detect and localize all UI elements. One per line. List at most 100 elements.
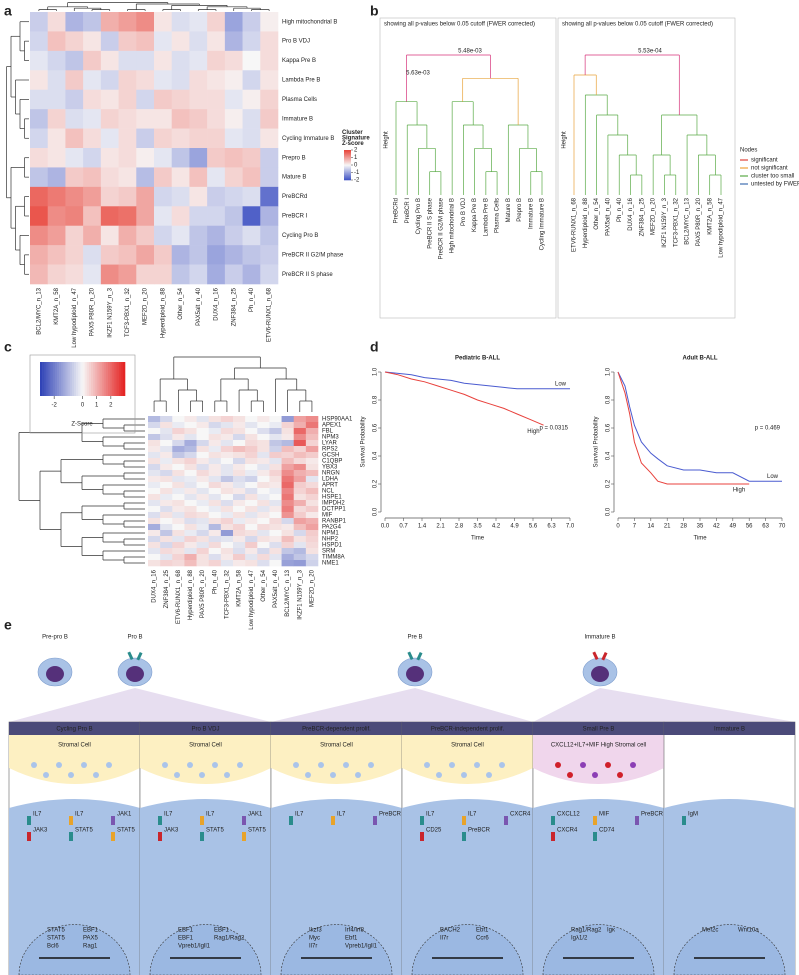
heatmap-cell [65, 31, 84, 52]
heatmap-cell [30, 128, 49, 149]
y-tick-label: 0.0 [606, 507, 612, 516]
heatmap-cell [260, 89, 279, 110]
heatmap-cell [184, 458, 197, 465]
heatmap-cell [233, 464, 246, 471]
x-tick-label: 21 [664, 524, 671, 530]
stroma-dot [499, 762, 505, 768]
heatmap-cell [305, 518, 319, 525]
heatmap-cell [269, 548, 282, 555]
heatmap-cell [269, 524, 282, 531]
heatmap-cell [118, 186, 137, 207]
row-label: Mature B [282, 175, 306, 181]
panel-header-label: Pro B VDJ [191, 727, 219, 733]
leaf-label: PreBCR II S phase [427, 197, 433, 248]
heatmap-cell [171, 225, 190, 246]
heatmap-cell [208, 560, 222, 567]
heatmap-cell [136, 186, 155, 207]
heatmap-cell [220, 506, 234, 513]
heatmap-cell [224, 167, 243, 188]
heatmap-cell [281, 542, 295, 549]
heatmap-cell [160, 440, 173, 447]
row-label: LDHA [322, 477, 338, 483]
heatmap-cell [65, 70, 84, 91]
colorbar-step [82, 362, 85, 396]
stroma-dot [237, 762, 243, 768]
heatmap-cell [224, 89, 243, 110]
heatmap-cell [242, 109, 261, 129]
receptor [242, 816, 246, 825]
heatmap-cell [47, 225, 66, 246]
stroma-dot [56, 762, 62, 768]
heatmap-cell [220, 500, 234, 507]
survival-curve [617, 371, 782, 482]
heatmap-cell [160, 458, 173, 465]
heatmap-cell [118, 31, 137, 52]
colorbar-step [54, 362, 58, 396]
colorbar-step [344, 156, 351, 158]
column-label: TCF3-PBX1_n_32 [225, 569, 231, 619]
stage-label: Pre-pro B [42, 635, 68, 641]
heatmap-cell [154, 12, 173, 32]
column-label: Other_n_54 [178, 287, 184, 319]
x-tick-label: 28 [680, 524, 687, 530]
panel-label: c [4, 339, 12, 355]
heatmap-cell [184, 530, 197, 537]
heatmap-cell [224, 109, 243, 129]
heatmap-cell [154, 245, 173, 265]
leaf-label: Mature B [506, 198, 512, 222]
heatmap-cell [224, 148, 243, 168]
heatmap-cell [233, 512, 246, 519]
heatmap-cell [172, 512, 185, 519]
heatmap-cell [220, 554, 234, 561]
x-tick-label: 35 [697, 524, 704, 530]
heatmap-cell [184, 482, 197, 489]
heatmap-cell [154, 148, 173, 168]
row-label: Plasma Cells [282, 97, 317, 103]
heatmap-cell [196, 548, 210, 555]
colorbar-step [67, 362, 71, 396]
heatmap-cell [257, 518, 270, 525]
colorbar-step [108, 362, 111, 396]
heatmap-cell [305, 482, 319, 489]
leaf-label: PAX5alt_n_40 [606, 197, 612, 236]
row-label: PreBCR I [282, 214, 308, 220]
heatmap-cell [242, 225, 261, 246]
y-tick-label: 0.4 [373, 451, 379, 460]
heatmap-cell [100, 245, 119, 265]
heatmap-cell [172, 440, 185, 447]
heatmap-cell [281, 470, 295, 477]
stroma-dot [174, 772, 180, 778]
x-tick-label: 4.2 [492, 524, 501, 530]
heatmap-cell [281, 476, 295, 483]
heatmap-cell [154, 264, 173, 285]
heatmap-cell [260, 186, 279, 207]
heatmap-cell [65, 128, 84, 149]
stroma-dot [449, 762, 455, 768]
heatmap-cell [233, 482, 246, 489]
colorbar-step [344, 154, 351, 156]
heatmap-cell [196, 476, 210, 483]
colorbar-step [105, 362, 109, 396]
stroma-dot [630, 762, 636, 768]
colorbar-tick-label: 2 [354, 148, 358, 154]
panel-header [402, 722, 533, 735]
heatmap-cell [245, 548, 258, 555]
heatmap-cell [224, 31, 243, 52]
leaf-label: Immature B [528, 198, 534, 229]
leaf-label: PAX5 P80R_n_20 [696, 197, 702, 246]
heatmap-cell [242, 70, 261, 91]
heatmap-cell [207, 89, 226, 110]
row-label: C1QBP [322, 459, 342, 465]
heatmap-cell [257, 512, 270, 519]
heatmap-cell [136, 128, 155, 149]
heatmap-cell [160, 518, 173, 525]
colorbar-step [344, 153, 351, 155]
colorbar-step [344, 156, 351, 158]
heatmap-cell [245, 476, 258, 483]
heatmap-cell [83, 206, 102, 227]
column-label: PAX5 P80R_n_20 [200, 569, 206, 618]
heatmap-cell [47, 245, 66, 265]
membrane-label: STAT5 [75, 828, 93, 834]
nucleus-label: Bcl6 [47, 944, 59, 950]
heatmap-cell [100, 50, 119, 71]
